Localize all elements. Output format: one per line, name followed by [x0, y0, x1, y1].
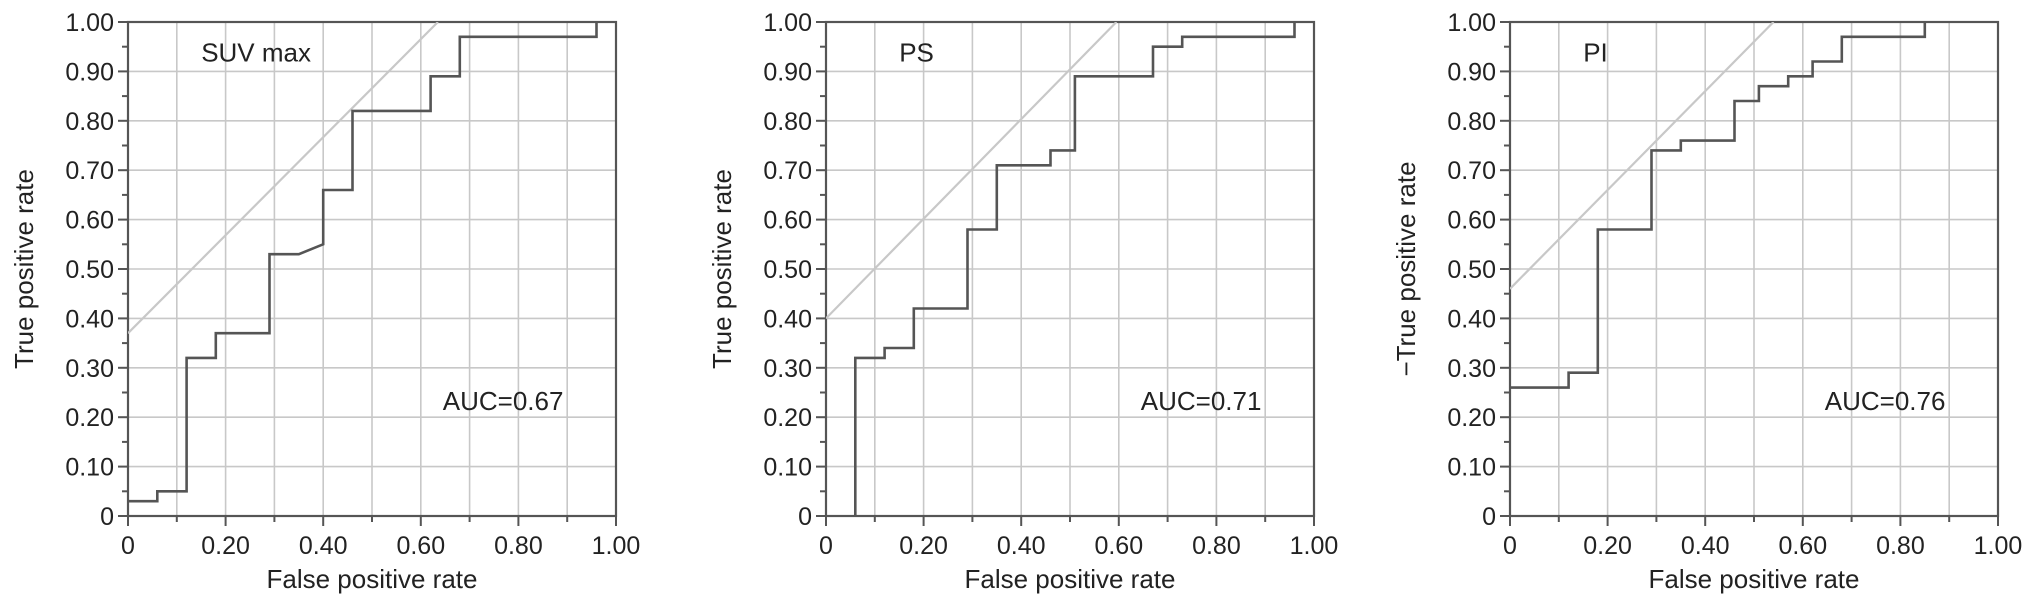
y-tick-label: 0.60 [65, 207, 114, 235]
x-tick-label: 1.00 [592, 532, 641, 560]
y-tick-label: 0.30 [763, 355, 812, 383]
tick-marks [118, 21, 617, 526]
y-tick-label: 0.30 [65, 355, 114, 383]
x-axis-title: False positive rate [965, 564, 1176, 594]
y-axis-title: True positive rate [707, 169, 737, 369]
x-tick-label: 0.40 [299, 532, 348, 560]
y-tick-label: 0.20 [1447, 404, 1496, 432]
y-tick-label: 0.70 [1447, 157, 1496, 185]
y-tick-label: 0 [1482, 503, 1496, 531]
y-tick-label: 0.90 [1447, 58, 1496, 86]
x-tick-label: 0.60 [1094, 532, 1143, 560]
y-tick-label: 0.20 [65, 404, 114, 432]
x-tick-label: 0.80 [494, 532, 543, 560]
auc-label: AUC=0.71 [1141, 386, 1262, 416]
x-tick-label: 0.20 [201, 532, 250, 560]
y-tick-label: 0.80 [1447, 108, 1496, 136]
roc-curve [128, 22, 598, 503]
y-tick-label: 0.40 [65, 305, 114, 333]
y-tick-label: 0.10 [763, 454, 812, 482]
tick-marks [816, 21, 1315, 526]
y-tick-label: 1.00 [65, 9, 114, 37]
x-tick-label: 0.60 [1778, 532, 1827, 560]
y-tick-label: 0.80 [763, 108, 812, 136]
x-tick-label: 0.80 [1192, 532, 1241, 560]
x-tick-label: 1.00 [1974, 532, 2023, 560]
y-tick-label: 0.40 [763, 305, 812, 333]
y-tick-label: 0.10 [1447, 454, 1496, 482]
grid-lines [1509, 21, 1999, 517]
x-axis-title: False positive rate [1649, 564, 1860, 594]
y-tick-label: 0 [798, 503, 812, 531]
y-tick-label: 0.90 [763, 58, 812, 86]
y-tick-label: 0.30 [1447, 355, 1496, 383]
y-tick-label: 0.20 [763, 404, 812, 432]
y-tick-label: 0.60 [1447, 207, 1496, 235]
x-tick-label: 0.80 [1876, 532, 1925, 560]
x-tick-label: 0.40 [1681, 532, 1730, 560]
y-axis-title: −True positive rate [1391, 161, 1421, 376]
x-tick-label: 0.20 [1583, 532, 1632, 560]
roc-chart-ps: 0 0.20 0.40 0.60 0.80 1.00 0 0.10 0.20 0.30 0.40 0.… [707, 9, 1339, 594]
y-tick-label: 0.90 [65, 58, 114, 86]
y-axis-title: True positive rate [9, 169, 39, 369]
panel-label: PS [899, 38, 934, 68]
y-tick-label: 0.70 [65, 157, 114, 185]
roc-curve [854, 22, 1296, 516]
roc-panel-pi: 0 0.20 0.40 0.60 0.80 1.00 0 0.10 0.20 0.30 0.40 0.… [1382, 0, 2032, 608]
auc-label: AUC=0.67 [443, 386, 564, 416]
tick-marks [1500, 21, 1999, 526]
y-tick-label: 0.50 [1447, 256, 1496, 284]
x-tick-label: 0.20 [899, 532, 948, 560]
roc-curve [1510, 22, 1927, 389]
grid-lines [127, 21, 617, 517]
plot-frame [126, 20, 618, 518]
y-tick-label: 0.10 [65, 454, 114, 482]
y-tick-label: 0.50 [763, 256, 812, 284]
y-tick-label: 0.70 [763, 157, 812, 185]
reference-line [128, 22, 439, 334]
y-tick-label: 0.50 [65, 256, 114, 284]
roc-chart-pi: 0 0.20 0.40 0.60 0.80 1.00 0 0.10 0.20 0.30 0.40 0.… [1391, 9, 2023, 594]
y-tick-label: 1.00 [763, 9, 812, 37]
plot-frame [824, 20, 1316, 518]
x-tick-label: 0.60 [396, 532, 445, 560]
x-tick-label: 1.00 [1290, 532, 1339, 560]
roc-chart-suv-max: 0 0.20 0.40 0.60 0.80 1.00 0 0.10 0.20 0.30 0.40 0.… [9, 9, 641, 594]
plot-frame [1508, 20, 2000, 518]
grid-lines [825, 21, 1315, 517]
roc-panel-suv-max: 0 0.20 0.40 0.60 0.80 1.00 0 0.10 0.20 0.30 0.40 0.… [0, 0, 690, 608]
x-tick-label: 0.40 [997, 532, 1046, 560]
y-tick-label: 0.80 [65, 108, 114, 136]
panel-label: PI [1583, 38, 1608, 68]
x-tick-label: 0 [819, 532, 833, 560]
x-tick-label: 0 [121, 532, 135, 560]
reference-line [1510, 22, 1775, 290]
y-tick-label: 1.00 [1447, 9, 1496, 37]
roc-panel-ps: 0 0.20 0.40 0.60 0.80 1.00 0 0.10 0.20 0.30 0.40 0.… [698, 0, 1388, 608]
x-axis-title: False positive rate [267, 564, 478, 594]
auc-label: AUC=0.76 [1825, 386, 1946, 416]
y-tick-label: 0 [100, 503, 114, 531]
reference-line [826, 22, 1118, 320]
y-tick-label: 0.60 [763, 207, 812, 235]
panel-label: SUV max [201, 38, 311, 68]
y-tick-label: 0.40 [1447, 305, 1496, 333]
x-tick-label: 0 [1503, 532, 1517, 560]
